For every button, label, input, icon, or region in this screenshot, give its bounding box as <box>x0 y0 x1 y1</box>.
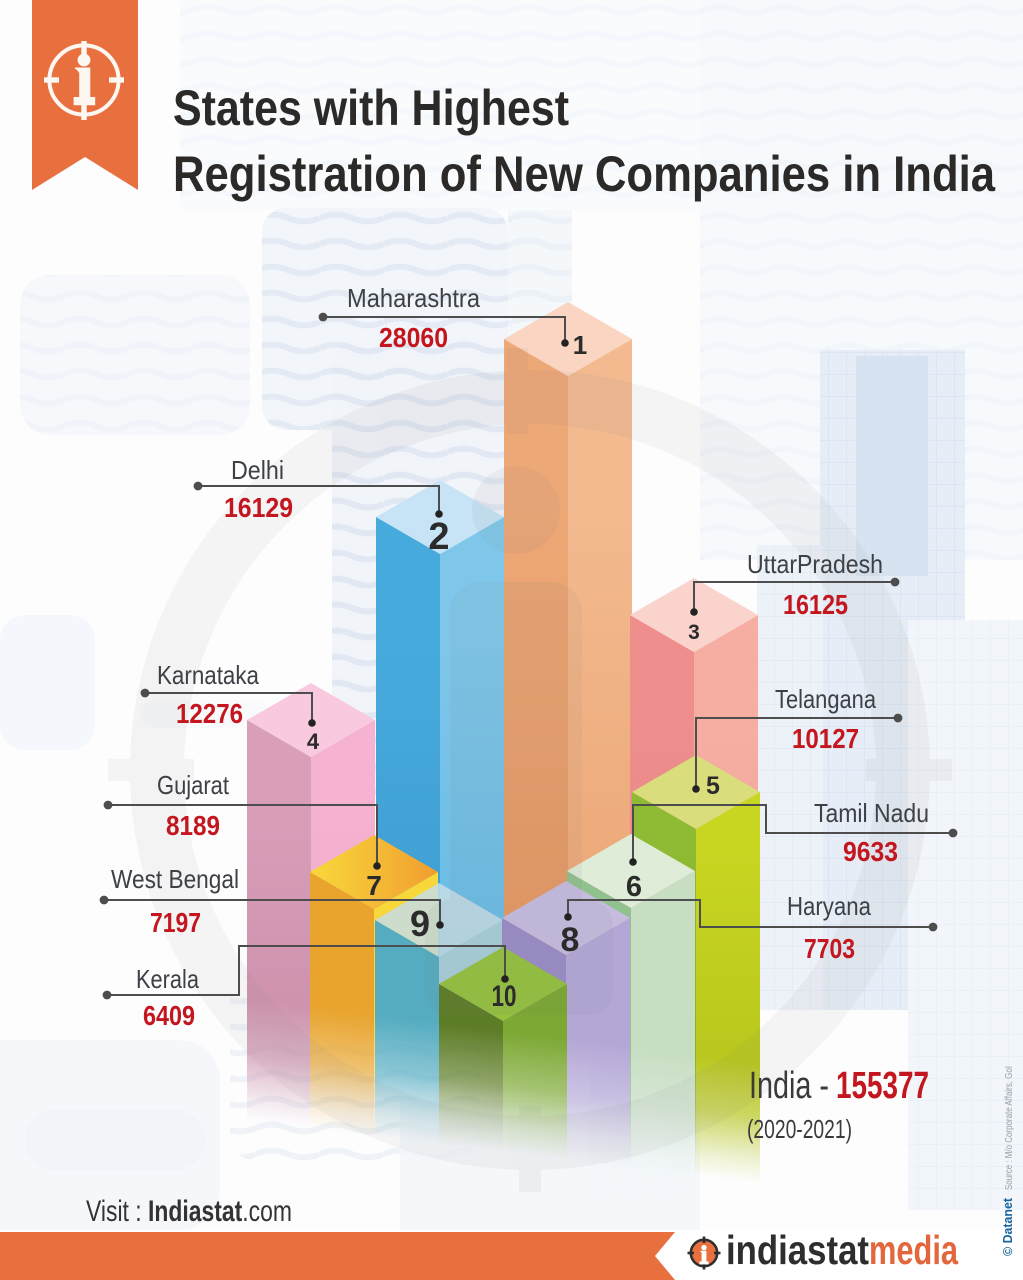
svg-text:India -: India - <box>749 1065 829 1107</box>
svg-text:10127: 10127 <box>792 723 859 754</box>
svg-text:Delhi: Delhi <box>231 455 284 485</box>
svg-text:3: 3 <box>688 621 700 644</box>
svg-text:media: media <box>869 1227 959 1273</box>
svg-text:2: 2 <box>428 516 449 558</box>
svg-text:Kerala: Kerala <box>136 964 199 994</box>
svg-text:indiastat: indiastat <box>726 1227 869 1273</box>
svg-text:6: 6 <box>626 871 642 903</box>
svg-text:Visit : Indiastat.com: Visit : Indiastat.com <box>86 1195 292 1228</box>
svg-text:(2020-2021): (2020-2021) <box>747 1114 852 1144</box>
svg-text:7: 7 <box>366 870 382 901</box>
svg-text:© Datanet: © Datanet <box>1001 1197 1015 1256</box>
svg-text:Karnataka: Karnataka <box>157 660 259 690</box>
svg-text:UttarPradesh: UttarPradesh <box>747 549 883 579</box>
svg-text:12276: 12276 <box>176 698 243 729</box>
svg-text:9: 9 <box>410 903 430 944</box>
svg-text:28060: 28060 <box>379 322 448 353</box>
svg-text:Gujarat: Gujarat <box>157 770 230 800</box>
svg-text:Telangana: Telangana <box>775 684 876 714</box>
svg-text:Registration of New Companies: Registration of New Companies in India <box>173 146 996 202</box>
svg-text:10: 10 <box>492 980 517 1013</box>
svg-text:Maharashtra: Maharashtra <box>347 283 480 313</box>
svg-text:7703: 7703 <box>804 933 855 964</box>
svg-text:West Bengal: West Bengal <box>111 864 239 894</box>
svg-text:16125: 16125 <box>783 589 848 620</box>
svg-text:Haryana: Haryana <box>787 891 871 921</box>
svg-text:7197: 7197 <box>150 907 201 938</box>
svg-text:States with Highest: States with Highest <box>173 80 569 136</box>
svg-text:6409: 6409 <box>143 1000 195 1031</box>
svg-text:16129: 16129 <box>224 492 293 523</box>
svg-text:9633: 9633 <box>843 836 898 867</box>
svg-text:1: 1 <box>573 330 587 360</box>
svg-text:5: 5 <box>706 772 720 800</box>
svg-text:4: 4 <box>307 729 320 754</box>
svg-text:8: 8 <box>561 921 580 959</box>
svg-text:Tamil Nadu: Tamil Nadu <box>814 798 929 828</box>
svg-text:Source : M/o Corporate Affair: Source : M/o Corporate Affairs, GoI <box>1004 1066 1015 1190</box>
svg-text:8189: 8189 <box>166 810 220 841</box>
svg-text:155377: 155377 <box>836 1065 929 1107</box>
